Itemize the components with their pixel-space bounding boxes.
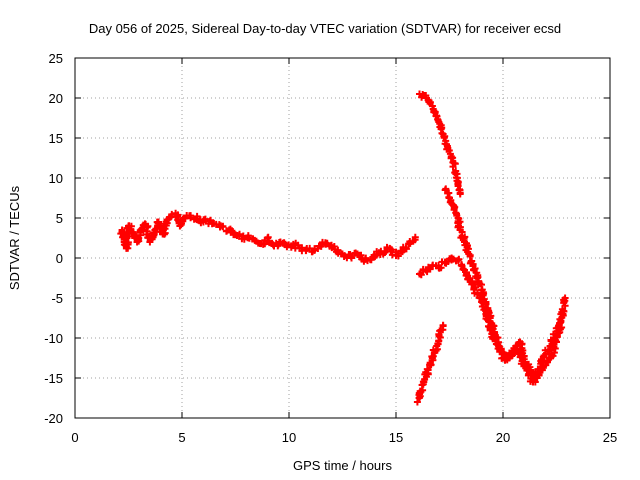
data-point	[533, 370, 541, 378]
data-point-band	[506, 344, 520, 360]
data-point-band	[233, 230, 243, 240]
data-point-band	[200, 215, 212, 228]
data-point-band	[461, 239, 472, 256]
data-point-band	[122, 224, 133, 252]
data-point-band	[367, 251, 380, 264]
data-point-band	[165, 213, 174, 222]
x-tick-label: 20	[496, 430, 510, 445]
series-track	[117, 209, 419, 265]
data-point-band	[311, 245, 322, 254]
chart-title: Day 056 of 2025, Sidereal Day-to-day VTE…	[89, 21, 561, 36]
data-point-band	[429, 261, 442, 270]
y-tick-label: 20	[49, 91, 63, 106]
data-point	[439, 322, 447, 330]
data-point-band	[207, 216, 218, 228]
data-point-band	[337, 250, 348, 260]
data-point-band	[239, 232, 252, 243]
data-point-band	[298, 244, 310, 255]
series-track	[416, 254, 566, 378]
data-point-band	[181, 212, 193, 222]
x-axis-label: GPS time / hours	[293, 458, 392, 473]
data-point-band	[501, 353, 512, 364]
data-point-band	[537, 352, 548, 365]
data-point	[413, 398, 421, 406]
data-point-band	[488, 333, 502, 348]
data-points	[117, 90, 569, 406]
data-point-band	[516, 340, 528, 363]
data-point	[456, 190, 464, 198]
data-point-band	[424, 96, 434, 108]
x-tick-label: 10	[282, 430, 296, 445]
data-point-band	[361, 254, 371, 265]
data-point-band	[291, 239, 302, 252]
y-tick-label: 10	[49, 171, 63, 186]
data-point-band	[528, 368, 540, 378]
data-point-band	[439, 321, 447, 334]
data-point-band	[530, 374, 540, 386]
y-tick-label: 15	[49, 131, 63, 146]
y-tick-label: 25	[49, 51, 63, 66]
data-point	[411, 233, 419, 241]
data-point-band	[482, 312, 496, 338]
x-tick-label: 0	[71, 430, 78, 445]
y-tick-label: -5	[51, 291, 63, 306]
x-tick-label: 5	[178, 430, 185, 445]
y-tick-label: 0	[56, 251, 63, 266]
data-point-band	[423, 263, 434, 276]
data-point	[557, 318, 565, 326]
data-point-band	[168, 210, 180, 221]
x-tick-label: 25	[603, 430, 617, 445]
data-point-band	[303, 244, 316, 256]
data-point-band	[285, 241, 295, 251]
data-point-band	[375, 247, 385, 258]
series-track	[416, 90, 464, 198]
data-point-band	[448, 255, 460, 265]
data-point-band	[245, 234, 257, 243]
data-point-band	[547, 337, 560, 361]
data-point-band	[462, 268, 474, 283]
data-point-band	[551, 319, 566, 344]
y-tick-label: 5	[56, 211, 63, 226]
y-tick-label: -10	[44, 331, 63, 346]
x-tick-label: 15	[389, 430, 403, 445]
data-point	[561, 294, 569, 302]
y-axis-label: SDTVAR / TECUs	[7, 185, 22, 290]
y-tick-label: -15	[44, 371, 63, 386]
y-tick-label: -20	[44, 411, 63, 426]
axis-ticks: 0 5 10 15 20 25 -20 -15 -10 -5 0 5 10 15 20 25	[44, 51, 617, 445]
data-point-band	[343, 251, 354, 262]
series-track	[413, 321, 447, 406]
data-point-band	[138, 221, 147, 234]
data-point-band	[356, 251, 366, 263]
data-point-band	[558, 296, 569, 316]
plot-frame	[74, 57, 611, 419]
